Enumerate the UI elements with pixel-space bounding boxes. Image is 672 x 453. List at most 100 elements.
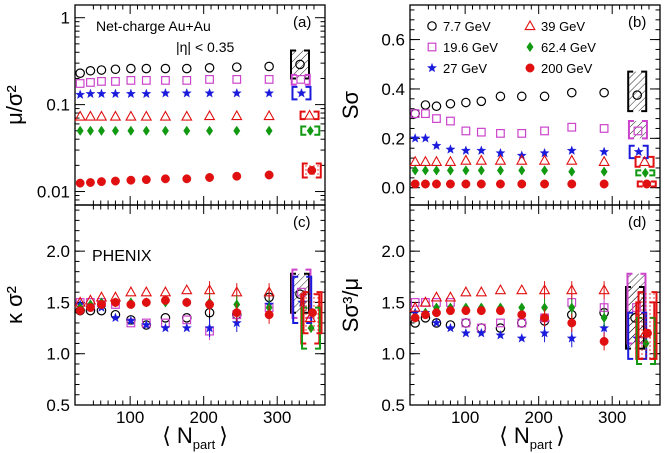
data-point bbox=[432, 179, 441, 189]
data-point bbox=[495, 91, 506, 102]
data-point bbox=[420, 310, 430, 320]
legend-entry: 39 GeV bbox=[524, 19, 585, 34]
series-27-GeV bbox=[410, 307, 610, 348]
data-point bbox=[476, 179, 486, 189]
data-point bbox=[568, 166, 576, 177]
data-point bbox=[494, 154, 507, 165]
data-point bbox=[567, 318, 577, 328]
data-point bbox=[566, 333, 577, 343]
data-point bbox=[540, 313, 550, 323]
panel-b: 0.0 0.2 0.4 0.6 (b) Sσ bbox=[338, 4, 661, 206]
data-point bbox=[461, 97, 471, 108]
y-tick-label: 1.5 bbox=[46, 293, 70, 312]
data-point bbox=[496, 318, 505, 328]
x-title-sub: part bbox=[193, 437, 216, 452]
legend-marker bbox=[427, 42, 437, 52]
data-point bbox=[476, 96, 487, 107]
data-point bbox=[538, 154, 551, 165]
extrapolated-point bbox=[642, 179, 652, 189]
y-tick-label: 0.4 bbox=[381, 80, 405, 99]
data-point bbox=[161, 75, 170, 85]
legend-marker bbox=[427, 21, 437, 31]
data-point bbox=[431, 140, 442, 150]
data-point bbox=[566, 145, 577, 155]
data-point bbox=[110, 312, 121, 323]
data-point bbox=[140, 110, 153, 121]
plot-frame bbox=[409, 4, 661, 206]
data-point bbox=[110, 297, 120, 307]
data-point bbox=[567, 122, 577, 132]
data-point bbox=[495, 306, 505, 316]
data-point bbox=[411, 165, 419, 176]
series-19-6-GeV bbox=[410, 109, 609, 138]
data-point bbox=[419, 296, 432, 307]
data-point bbox=[539, 91, 550, 102]
data-point bbox=[97, 125, 105, 136]
x-tick-label: 300 bbox=[598, 408, 626, 427]
legend-marker bbox=[427, 62, 437, 73]
panel-label: (d) bbox=[628, 214, 646, 231]
data-point bbox=[126, 75, 136, 85]
data-point bbox=[159, 286, 172, 297]
data-point bbox=[460, 145, 471, 155]
data-point bbox=[233, 125, 241, 136]
data-point bbox=[160, 295, 170, 305]
data-point bbox=[75, 178, 85, 188]
data-point bbox=[141, 88, 152, 99]
data-point bbox=[111, 125, 119, 136]
y-axis-title: κ σ² bbox=[2, 286, 27, 324]
data-point bbox=[74, 110, 86, 121]
data-point bbox=[96, 65, 107, 75]
data-point bbox=[475, 154, 488, 165]
syst-band bbox=[299, 110, 320, 121]
legend: 7.7 GeV 39 GeV 19.6 GeV 62.4 GeV 27 GeV 200 G… bbox=[427, 19, 596, 76]
extrapolated-point bbox=[303, 109, 316, 120]
data-point bbox=[461, 306, 471, 316]
data-point bbox=[264, 310, 274, 320]
extrapolated-point bbox=[632, 90, 643, 100]
data-point bbox=[475, 286, 488, 297]
data-point bbox=[231, 317, 242, 328]
data-point bbox=[204, 88, 215, 98]
data-point bbox=[231, 88, 242, 98]
data-point bbox=[183, 125, 191, 136]
extrapolated-point bbox=[296, 88, 307, 98]
extrapolated-point bbox=[633, 126, 643, 136]
data-point bbox=[461, 126, 471, 136]
series-200-GeV bbox=[410, 306, 609, 351]
data-point bbox=[182, 75, 192, 85]
data-point bbox=[111, 76, 120, 86]
series-7-7-GeV bbox=[410, 87, 609, 119]
data-point bbox=[599, 322, 610, 333]
data-point bbox=[495, 330, 506, 340]
syst-band bbox=[291, 85, 312, 101]
data-point bbox=[86, 78, 95, 87]
series-27-GeV bbox=[410, 133, 610, 160]
data-point bbox=[85, 88, 96, 99]
data-point bbox=[160, 322, 171, 333]
extrapolated-point bbox=[296, 75, 306, 84]
legend-marker bbox=[525, 63, 535, 73]
data-point bbox=[76, 125, 84, 136]
data-point bbox=[204, 63, 215, 73]
data-point bbox=[140, 286, 153, 297]
data-point bbox=[476, 327, 487, 338]
data-point bbox=[75, 306, 85, 316]
data-point bbox=[110, 88, 121, 99]
data-point bbox=[566, 283, 578, 295]
legend-label: 39 GeV bbox=[541, 19, 585, 34]
data-point bbox=[126, 300, 136, 309]
series-39-GeV bbox=[409, 154, 610, 166]
data-point bbox=[460, 286, 472, 297]
y-tick-label: 0.5 bbox=[46, 396, 70, 415]
legend-marker bbox=[526, 41, 534, 53]
legend-label: 19.6 GeV bbox=[443, 40, 498, 55]
extrapolated-point bbox=[308, 308, 317, 318]
data-point bbox=[97, 76, 106, 86]
syst-band bbox=[290, 73, 311, 86]
data-point bbox=[409, 301, 421, 312]
data-point bbox=[516, 91, 527, 102]
extrapolated-point bbox=[295, 59, 305, 70]
syst-band bbox=[300, 125, 321, 136]
x-title-main: ⟨ N bbox=[162, 423, 193, 448]
